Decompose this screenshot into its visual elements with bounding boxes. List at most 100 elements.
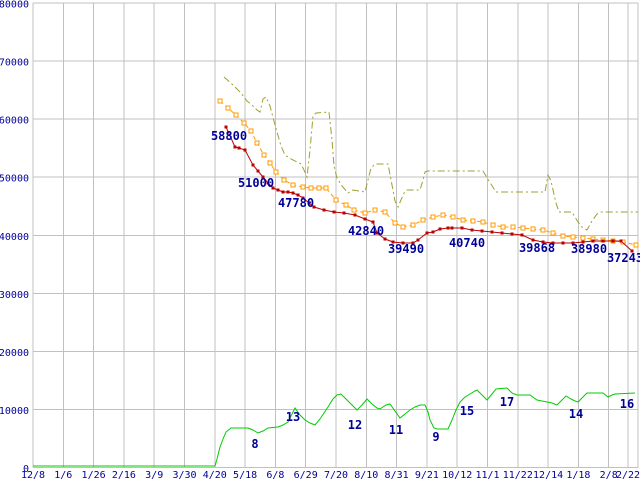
- x-axis-tick-label: 8/10: [354, 470, 378, 480]
- min-price-marker: [450, 226, 454, 230]
- min-price-marker: [332, 210, 336, 214]
- avg-price-marker: [450, 214, 456, 220]
- min-price-marker: [416, 238, 420, 242]
- store-count-value-label: 12: [348, 418, 362, 432]
- avg-price-marker: [233, 112, 239, 118]
- min-price-value-label: 42840: [348, 224, 384, 238]
- y-axis-tick-label: 50000: [0, 174, 29, 185]
- min-price-marker: [312, 205, 316, 209]
- avg-price-marker: [225, 105, 231, 111]
- avg-price-marker: [382, 209, 388, 215]
- min-price-marker: [291, 191, 295, 195]
- avg-price-marker: [254, 140, 260, 146]
- avg-price-marker: [420, 217, 426, 223]
- min-price-marker: [261, 175, 265, 179]
- avg-price-marker: [530, 226, 536, 232]
- min-price-marker: [307, 201, 311, 205]
- min-price-value-label: 39868: [519, 241, 555, 255]
- avg-price-marker: [480, 219, 486, 225]
- store-count-value-label: 13: [286, 410, 300, 424]
- avg-price-marker: [560, 233, 566, 239]
- min-price-marker: [601, 239, 605, 243]
- x-axis-tick-label: 3/30: [172, 470, 196, 480]
- x-axis-tick-label: 2/22: [616, 470, 640, 480]
- avg-price-marker: [392, 220, 398, 226]
- avg-price-marker: [633, 242, 639, 248]
- avg-price-marker: [290, 182, 296, 188]
- y-axis-tick-label: 40000: [0, 232, 29, 243]
- min-price-marker: [251, 163, 255, 167]
- min-price-marker: [243, 148, 247, 152]
- avg-price-marker: [550, 230, 556, 236]
- min-price-value-label: 58800: [211, 129, 247, 143]
- min-price-marker: [391, 240, 395, 244]
- avg-price-marker: [261, 152, 267, 158]
- avg-price-marker: [520, 225, 526, 231]
- avg-price-line: [219, 100, 637, 246]
- y-axis-tick-label: 10000: [0, 406, 29, 417]
- min-price-marker: [500, 231, 504, 235]
- avg-price-marker: [241, 120, 247, 126]
- avg-price-marker: [430, 214, 436, 220]
- avg-price-marker: [351, 207, 357, 213]
- store-count-value-label: 11: [389, 423, 403, 437]
- x-axis-tick-label: 7/20: [324, 470, 348, 480]
- y-axis-tick-label: 20000: [0, 348, 29, 359]
- min-price-marker: [224, 125, 228, 129]
- min-price-marker: [571, 241, 575, 245]
- avg-price-marker: [470, 218, 476, 224]
- min-price-marker: [446, 226, 450, 230]
- min-price-marker: [581, 240, 585, 244]
- min-price-marker: [375, 231, 379, 235]
- min-price-value-label: 51000: [238, 176, 274, 190]
- min-price-marker: [520, 233, 524, 237]
- avg-price-marker: [323, 185, 329, 191]
- avg-price-marker: [540, 227, 546, 233]
- min-price-marker: [353, 213, 357, 217]
- store-count-value-label: 15: [460, 404, 474, 418]
- avg-price-marker: [490, 222, 496, 228]
- min-price-marker: [431, 230, 435, 234]
- x-axis-tick-label: 11/22: [503, 470, 533, 480]
- avg-price-marker: [570, 234, 576, 240]
- x-axis-tick-label: 12/14: [533, 470, 563, 480]
- min-price-marker: [383, 237, 387, 241]
- x-axis-tick-label: 1/26: [82, 470, 106, 480]
- min-price-marker: [561, 241, 565, 245]
- avg-price-marker: [410, 222, 416, 228]
- x-axis-tick-label: 10/12: [442, 470, 472, 480]
- min-price-marker: [611, 239, 615, 243]
- avg-price-marker: [372, 207, 378, 213]
- avg-price-marker: [510, 224, 516, 230]
- avg-price-marker: [460, 217, 466, 223]
- min-price-value-label: 37243: [607, 251, 640, 265]
- min-price-value-label: 38980: [571, 242, 607, 256]
- min-price-marker: [301, 196, 305, 200]
- x-axis-tick-label: 4/20: [203, 470, 227, 480]
- min-price-marker: [281, 190, 285, 194]
- store-count-value-label: 17: [500, 395, 514, 409]
- avg-price-marker: [217, 98, 223, 104]
- y-axis-tick-label: 30000: [0, 290, 29, 301]
- avg-price-marker: [343, 202, 349, 208]
- store-count-line: [33, 387, 636, 467]
- min-price-marker: [630, 249, 634, 253]
- min-price-line: [225, 126, 633, 252]
- store-count-value-label: 9: [432, 430, 439, 444]
- x-axis-tick-label: 2/16: [112, 470, 136, 480]
- x-axis-tick-label: 9/21: [415, 470, 439, 480]
- min-price-marker: [490, 230, 494, 234]
- avg-price-marker: [362, 210, 368, 216]
- max-price-line: [223, 76, 638, 231]
- avg-price-marker: [316, 185, 322, 191]
- min-price-marker: [233, 145, 237, 149]
- avg-price-marker: [440, 212, 446, 218]
- min-price-marker: [371, 220, 375, 224]
- avg-price-marker: [580, 235, 586, 241]
- min-price-marker: [342, 211, 346, 215]
- avg-price-marker: [400, 224, 406, 230]
- avg-price-marker: [281, 177, 287, 183]
- x-axis-tick-label: 5/18: [233, 470, 257, 480]
- x-axis-tick-label: 1/18: [566, 470, 590, 480]
